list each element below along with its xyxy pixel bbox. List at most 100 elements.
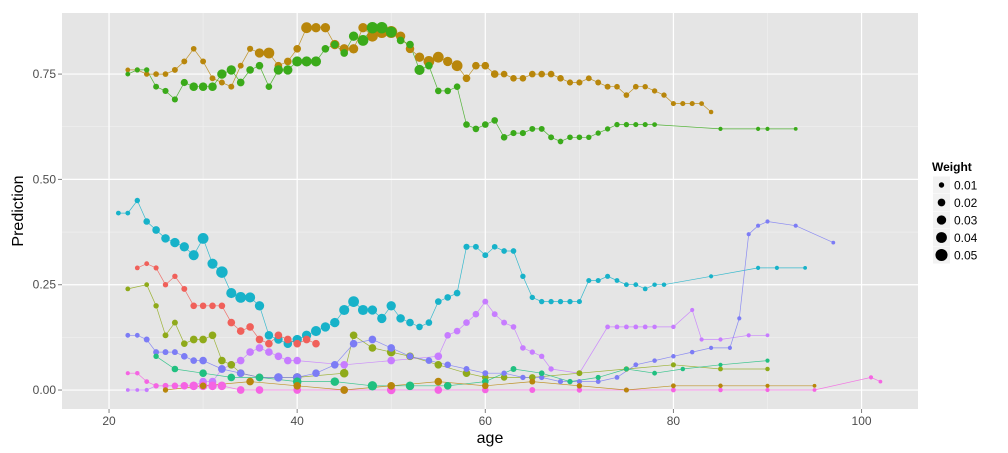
data-point (538, 70, 546, 78)
data-point (642, 324, 648, 330)
x-tick-label: 80 (667, 414, 681, 428)
data-point (216, 266, 228, 278)
data-point (510, 248, 517, 254)
data-point (161, 234, 170, 243)
data-point (153, 265, 159, 271)
data-point (387, 356, 396, 365)
data-point (144, 71, 150, 77)
data-point (576, 79, 583, 86)
data-point (199, 369, 207, 378)
data-point (310, 56, 322, 67)
legend-size-point (936, 215, 947, 225)
data-point (180, 381, 189, 390)
data-point (444, 294, 452, 301)
data-point (765, 358, 770, 363)
data-point (434, 352, 443, 361)
x-axis-ticks: 20 40 60 80 100 (102, 409, 872, 428)
data-point (153, 349, 160, 356)
data-point (367, 30, 378, 42)
data-point (652, 370, 658, 376)
data-point (425, 357, 433, 364)
data-point (661, 92, 667, 98)
series-line (155, 356, 768, 387)
data-point (349, 339, 358, 348)
data-point (162, 282, 169, 288)
data-point (510, 74, 517, 82)
data-point (623, 92, 630, 98)
y-axis-title: Prediction (10, 175, 27, 246)
data-point (208, 331, 217, 340)
legend-label: 0.04 (954, 231, 978, 245)
data-point (245, 292, 256, 303)
data-point (651, 88, 658, 94)
data-point (207, 258, 218, 269)
data-point (246, 377, 254, 386)
data-point (878, 379, 883, 384)
data-point (718, 383, 723, 389)
x-tick-label: 20 (102, 414, 116, 428)
data-point (595, 277, 601, 284)
data-point (604, 126, 611, 132)
data-point (443, 56, 453, 67)
data-point (246, 66, 254, 74)
data-point (180, 78, 188, 87)
data-point (320, 322, 331, 332)
data-point (162, 87, 169, 94)
data-point (348, 31, 359, 41)
data-point (453, 327, 461, 335)
data-point (689, 349, 695, 355)
data-point (595, 79, 602, 86)
series-layer (115, 21, 883, 395)
data-point (605, 273, 611, 279)
data-point (357, 35, 369, 46)
data-point (235, 292, 247, 303)
data-point (576, 387, 583, 393)
data-point (453, 289, 461, 297)
data-point (463, 366, 470, 372)
data-point (670, 362, 676, 368)
data-point (444, 361, 452, 369)
data-point (162, 71, 169, 77)
data-point (254, 301, 265, 311)
data-point (348, 44, 359, 54)
data-point (330, 377, 340, 386)
data-point (538, 125, 545, 132)
data-point (405, 381, 415, 391)
data-point (520, 345, 526, 351)
data-point (236, 369, 245, 378)
data-point (567, 298, 573, 305)
data-point (595, 379, 601, 385)
data-point (330, 40, 339, 49)
data-point (218, 365, 226, 373)
data-point (614, 121, 620, 128)
data-point (274, 331, 283, 340)
data-point (756, 126, 761, 131)
data-point (538, 370, 545, 377)
data-point (689, 101, 695, 107)
data-point (283, 57, 292, 66)
data-point (274, 373, 283, 382)
data-point (623, 387, 629, 393)
data-point (642, 122, 648, 128)
data-point (425, 61, 433, 70)
legend-size-point (936, 232, 947, 243)
data-point (199, 382, 207, 390)
data-point (868, 375, 874, 380)
data-point (765, 366, 770, 372)
legend-size-point (938, 182, 945, 188)
data-point (236, 327, 245, 335)
data-point (709, 345, 714, 350)
data-point (255, 344, 264, 352)
data-point (265, 83, 273, 91)
data-point (605, 324, 611, 330)
data-point (171, 96, 178, 103)
data-point (633, 324, 639, 330)
data-point (671, 324, 676, 330)
data-point (746, 232, 751, 237)
data-point (189, 335, 198, 344)
data-point (434, 87, 442, 95)
data-point (529, 125, 536, 132)
data-point (519, 130, 526, 137)
data-point (273, 65, 284, 75)
